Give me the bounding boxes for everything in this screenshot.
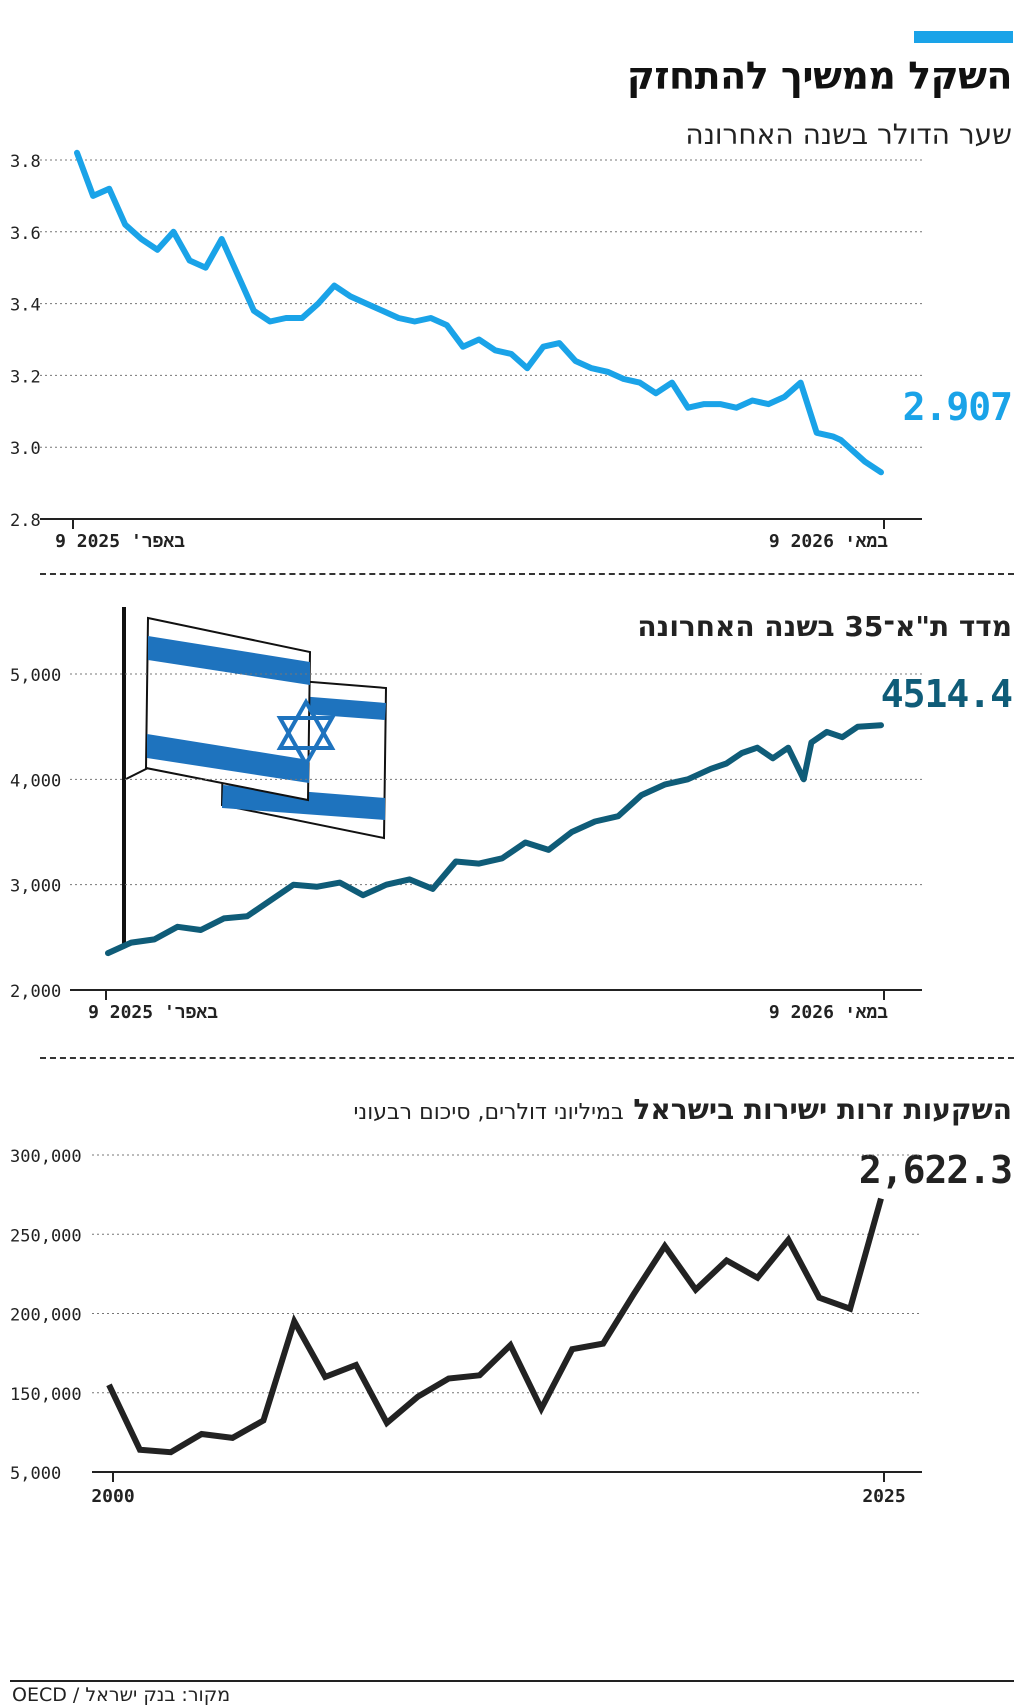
chart3-last-value: 2,622.3 xyxy=(858,1148,1013,1192)
y-tick-label: 300,000 xyxy=(10,1147,82,1167)
y-tick-label: 250,000 xyxy=(10,1226,82,1246)
israel-flag-icon xyxy=(122,607,388,945)
chart2-title: מדד ת"א־35 בשנה האחרונה xyxy=(637,610,1012,643)
chart3-title-main: השקעות זרות ישירות בישראל xyxy=(633,1093,1012,1126)
y-tick-label: 3.4 xyxy=(10,296,41,316)
header-accent-bar xyxy=(914,31,1013,43)
y-tick-label: 3,000 xyxy=(10,877,61,897)
series-line xyxy=(74,149,884,476)
x-end-label: 9 במאי 2026 xyxy=(769,1002,888,1023)
chart3-title: השקעות זרות ישירות בישראל במיליוני דולרי… xyxy=(353,1093,1012,1126)
x-end-label: 9 במאי 2026 xyxy=(769,531,888,552)
usd-ils-chart: 2.8 3.0 3.2 3.4 3.6 3.8 9 באפר' 2025 9 במאי 202… xyxy=(10,149,922,552)
chart1-last-value: 2.907 xyxy=(902,385,1013,429)
section-divider-2 xyxy=(40,1057,1014,1059)
ta35-chart: 2,000 3,000 4,000 5,000 9 באפר' 2025 9 במאי 2… xyxy=(10,666,922,1023)
chart2-last-value: 4514.4 xyxy=(880,672,1013,716)
fdi-chart: 5,000 150,000 200,000 250,000 300,000 2000 202… xyxy=(10,1147,922,1507)
y-tick-label: 3.0 xyxy=(10,439,41,459)
section-divider-1 xyxy=(40,573,1014,575)
y-tick-label: 3.2 xyxy=(10,367,41,387)
y-tick-label: 200,000 xyxy=(10,1306,82,1326)
y-tick-label: 150,000 xyxy=(10,1385,82,1405)
page-title: השקל ממשיך להתחזק xyxy=(626,54,1013,98)
x-end-label: 2025 xyxy=(862,1486,905,1507)
y-tick-label: 4,000 xyxy=(10,771,61,791)
x-start-label: 9 באפר' 2025 xyxy=(88,1002,218,1023)
footer-rule xyxy=(10,1680,1014,1682)
chart3-subtitle: במיליוני דולרים, סיכום רבעוני xyxy=(353,1100,624,1125)
y-tick-label: 2,000 xyxy=(10,982,61,1002)
y-tick-label: 2.8 xyxy=(10,511,41,531)
source-note: מקור: בנק ישראל / OECD xyxy=(12,1684,231,1706)
x-start-label: 9 באפר' 2025 xyxy=(55,531,185,552)
y-tick-label: 5,000 xyxy=(10,1464,61,1484)
y-tick-label: 3.8 xyxy=(10,152,41,172)
chart1-title: שער הדולר בשנה האחרונה xyxy=(685,118,1012,151)
series-line xyxy=(106,1197,884,1456)
y-tick-label: 5,000 xyxy=(10,666,61,686)
y-tick-label: 3.6 xyxy=(10,224,41,244)
series-line xyxy=(105,722,884,957)
x-start-label: 2000 xyxy=(91,1486,134,1507)
